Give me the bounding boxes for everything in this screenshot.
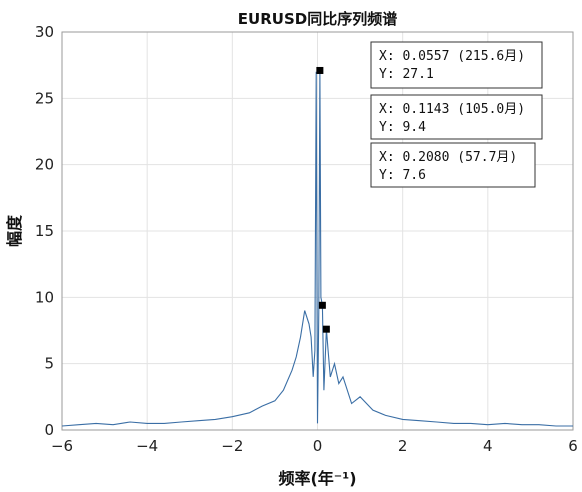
datatip-box — [370, 94, 543, 140]
x-axis-label: 频率(年⁻¹) — [278, 469, 356, 488]
y-tick-label: 0 — [44, 421, 54, 439]
x-tick-label: −6 — [51, 437, 73, 455]
x-tick-label: −2 — [221, 437, 243, 455]
chart-title: EURUSD同比序列频谱 — [238, 10, 397, 28]
peak-markers — [316, 66, 330, 333]
datatip: X: 0.0557 (215.6月) Y: 27.1 — [370, 41, 543, 89]
datatip: X: 0.2080 (57.7月) Y: 7.6 — [370, 142, 536, 188]
datatip-box — [370, 41, 543, 89]
y-tick-label: 5 — [44, 355, 54, 373]
spectrum-line — [61, 70, 573, 427]
peak-marker — [322, 325, 330, 333]
peak-marker — [316, 66, 324, 74]
x-tick-label: −4 — [136, 437, 158, 455]
y-axis-label: 幅度 — [5, 214, 24, 247]
datatip-box — [370, 142, 536, 188]
datatip-y: Y: 27.1 — [379, 67, 434, 82]
y-tick-label: 10 — [35, 288, 54, 306]
datatip-y: Y: 7.6 — [379, 168, 426, 183]
datatip-x: X: 0.0557 (215.6月) — [379, 49, 525, 64]
datatips: X: 0.0557 (215.6月) Y: 27.1 X: 0.1143 (105.… — [370, 41, 543, 188]
y-tick-label: 25 — [35, 89, 54, 107]
x-tick-label: 4 — [483, 437, 493, 455]
x-tick-label: 2 — [398, 437, 408, 455]
y-tick-label: 20 — [35, 156, 54, 174]
x-axis-ticks: −6 −4 −2 0 2 4 6 — [51, 437, 578, 455]
datatip: X: 0.1143 (105.0月) Y: 9.4 — [370, 94, 543, 140]
datatip-x: X: 0.2080 (57.7月) — [379, 150, 517, 165]
plot-area — [61, 31, 574, 431]
datatip-y: Y: 9.4 — [379, 120, 426, 135]
x-tick-label: 6 — [568, 437, 578, 455]
datatip-x: X: 0.1143 (105.0月) — [379, 102, 525, 117]
y-axis-ticks: 0 5 10 15 20 25 30 — [35, 23, 54, 439]
y-tick-label: 15 — [35, 222, 54, 240]
y-tick-label: 30 — [35, 23, 54, 41]
peak-marker — [318, 301, 326, 309]
x-tick-label: 0 — [313, 437, 323, 455]
